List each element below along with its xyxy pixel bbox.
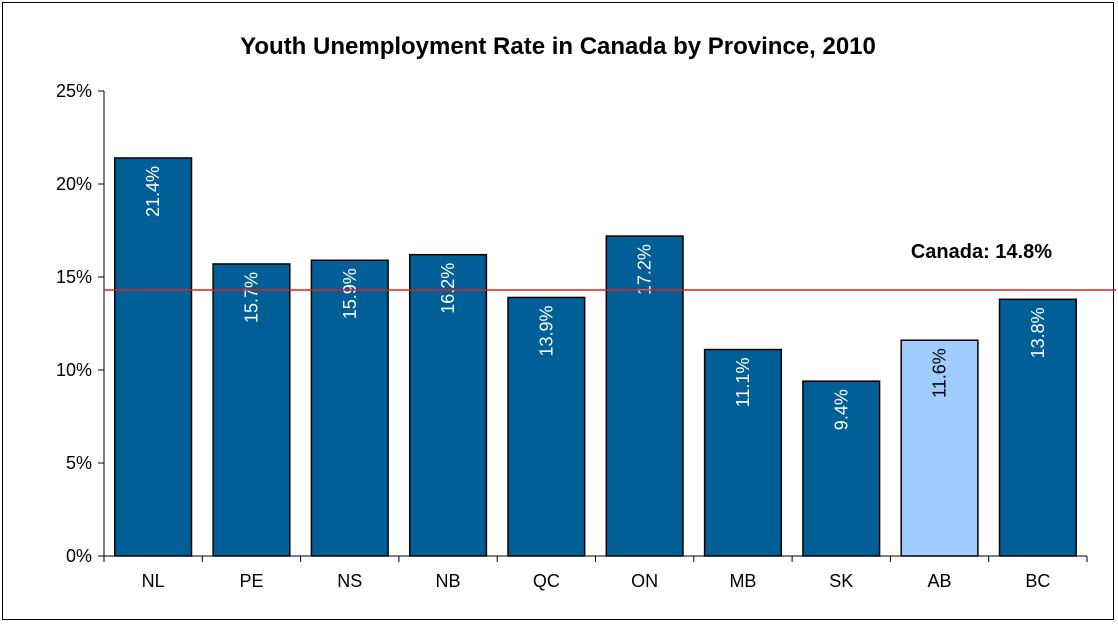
y-tick-label: 0% — [66, 546, 92, 566]
reference-line-group: Canada: 14.8% — [104, 241, 1116, 291]
data-label-nl: 21.4% — [143, 166, 163, 217]
canada-average-label: Canada: 14.8% — [911, 241, 1052, 263]
bar-qc — [507, 296, 586, 557]
x-axis: NL PE NS NB QC ON MB SK AB BC — [103, 555, 1088, 591]
y-tick-label: 20% — [56, 174, 92, 194]
data-label-ab: 11.6% — [930, 348, 950, 398]
bar-bc — [998, 298, 1077, 557]
data-label-bc: 13.8% — [1028, 307, 1048, 358]
bar-nl — [114, 157, 193, 557]
bar-nb — [408, 253, 488, 557]
data-label-on: 17.2% — [635, 244, 655, 295]
x-tick-label: BC — [1025, 571, 1050, 591]
bar-ab — [900, 339, 979, 557]
data-label-ns: 15.9% — [340, 268, 360, 319]
data-label-sk: 9.4% — [831, 389, 851, 430]
bar-pe — [212, 263, 291, 557]
x-tick-label: ON — [631, 571, 658, 591]
x-tick-label: SK — [829, 571, 853, 591]
bar-sk — [802, 380, 881, 557]
x-tick-label: MB — [729, 571, 756, 591]
data-label-nb: 16.2% — [438, 263, 458, 314]
x-tick-label: AB — [928, 571, 952, 591]
x-tick-label: QC — [533, 571, 560, 591]
bars: 21.4% 15.7% 15.9% 16.2% 13.9% 17.2% 11.1% 9.4% 1… — [114, 157, 1077, 557]
data-label-mb: 11.1% — [733, 358, 753, 408]
y-axis: 0% 5% 10% 15% 20% 25% — [56, 81, 105, 566]
x-tick-label: PE — [239, 571, 263, 591]
y-tick-label: 15% — [56, 267, 92, 287]
y-tick-label: 25% — [56, 81, 92, 101]
bar-mb — [703, 348, 783, 557]
y-tick-label: 10% — [56, 360, 92, 380]
y-tick-label: 5% — [66, 453, 92, 473]
x-tick-label: NL — [142, 571, 165, 591]
chart-title: Youth Unemployment Rate in Canada by Pro… — [240, 33, 876, 60]
x-tick-label: NB — [436, 571, 461, 591]
data-label-pe: 15.7% — [241, 272, 261, 323]
data-label-qc: 13.9% — [536, 305, 556, 356]
x-tick-label: NS — [337, 571, 362, 591]
bar-ns — [310, 259, 389, 557]
